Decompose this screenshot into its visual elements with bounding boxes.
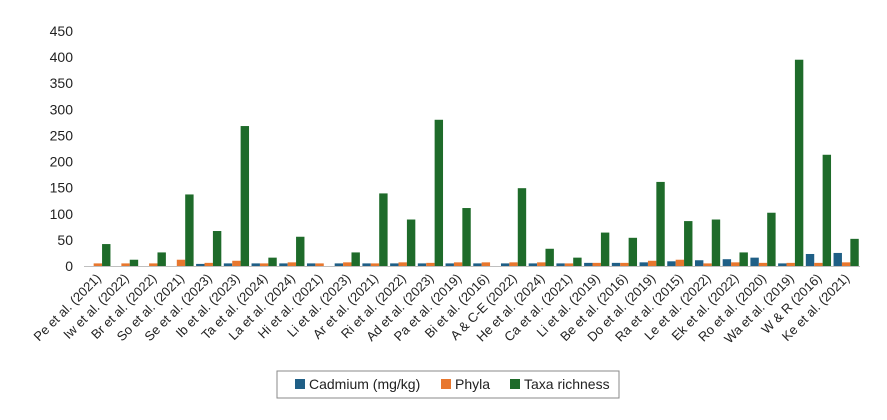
- legend-label-phyla: Phyla: [455, 376, 490, 392]
- bar-cadmium-mg-kg: [611, 262, 621, 266]
- bar-cadmium-mg-kg: [279, 263, 288, 266]
- legend-label-taxa-richness: Taxa richness: [524, 376, 610, 392]
- bar-phyla: [232, 260, 241, 266]
- bar-cadmium-mg-kg: [528, 263, 538, 266]
- bar-taxa-richness: [434, 119, 444, 267]
- bar-phyla: [93, 263, 103, 266]
- y-tick-label: 0: [65, 258, 73, 274]
- bar-cadmium-mg-kg: [639, 262, 648, 266]
- bar-cadmium-mg-kg: [251, 263, 260, 266]
- bar-phyla: [426, 262, 435, 266]
- bar-taxa-richness: [379, 193, 388, 266]
- bar-phyla: [675, 259, 685, 266]
- legend-swatch-taxa-richness: [510, 379, 520, 389]
- bar-phyla: [370, 263, 380, 266]
- bar-phyla: [121, 263, 130, 266]
- bar-phyla: [731, 262, 740, 266]
- bar-phyla: [620, 262, 629, 266]
- bar-cadmium-mg-kg: [805, 253, 815, 266]
- bar-taxa-richness: [711, 219, 721, 266]
- bar-phyla: [259, 263, 269, 266]
- y-tick-label: 100: [50, 206, 74, 222]
- bar-cadmium-mg-kg: [445, 263, 454, 266]
- bar-cadmium-mg-kg: [196, 263, 205, 266]
- bar-cadmium-mg-kg: [390, 263, 399, 266]
- bar-phyla: [509, 262, 518, 266]
- bar-taxa-richness: [240, 126, 250, 267]
- y-tick-label: 200: [50, 154, 74, 170]
- bar-phyla: [814, 262, 823, 266]
- bar-cadmium-mg-kg: [722, 259, 732, 266]
- bar-taxa-richness: [517, 188, 527, 266]
- bar-phyla: [453, 262, 463, 266]
- bar-taxa-richness: [157, 252, 166, 266]
- bar-taxa-richness: [739, 252, 748, 266]
- bar-taxa-richness: [600, 232, 610, 266]
- bar-phyla: [537, 262, 546, 266]
- bar-taxa-richness: [684, 221, 693, 266]
- bar-taxa-richness: [628, 237, 638, 266]
- bar-taxa-richness: [462, 208, 471, 266]
- bar-cadmium-mg-kg: [334, 263, 344, 266]
- bar-taxa-richness: [545, 248, 554, 266]
- y-axis: 0 50 100 150 200 250 300 350 400 450: [50, 23, 74, 274]
- legend-label-cadmium: Cadmium (mg/kg): [309, 376, 420, 392]
- bar-cadmium-mg-kg: [778, 263, 787, 266]
- bar-phyla: [758, 262, 768, 266]
- bar-phyla: [315, 263, 324, 266]
- bar-cadmium-mg-kg: [223, 263, 233, 266]
- bar-phyla: [204, 262, 213, 266]
- y-tick-label: 300: [50, 101, 74, 117]
- bar-taxa-richness: [794, 59, 804, 266]
- bar-taxa-richness: [351, 252, 360, 266]
- bar-cadmium-mg-kg: [417, 263, 427, 266]
- bar-phyla: [287, 262, 297, 266]
- bar-taxa-richness: [656, 181, 665, 266]
- bar-taxa-richness: [268, 257, 277, 266]
- bar-taxa-richness: [212, 231, 222, 266]
- x-axis: Pe et al. (2021)Iw et al. (2022)Br et al…: [31, 266, 860, 346]
- bar-cadmium-mg-kg: [500, 263, 510, 266]
- bar-phyla: [647, 260, 657, 266]
- y-tick-label: 450: [50, 23, 74, 39]
- y-tick-label: 250: [50, 127, 74, 143]
- legend: Cadmium (mg/kg) Phyla Taxa richness: [276, 370, 620, 399]
- bar-cadmium-mg-kg: [584, 262, 593, 266]
- y-tick-label: 400: [50, 49, 74, 65]
- bar-cadmium-mg-kg: [473, 263, 482, 266]
- y-tick-label: 350: [50, 75, 74, 91]
- bar-phyla: [481, 262, 491, 266]
- bar-taxa-richness: [822, 154, 832, 266]
- bar-cadmium-mg-kg: [362, 263, 371, 266]
- bar-taxa-richness: [296, 236, 305, 266]
- bar-phyla: [703, 263, 712, 266]
- bar-taxa-richness: [850, 238, 859, 266]
- legend-swatch-cadmium: [295, 379, 305, 389]
- bar-taxa-richness: [573, 257, 582, 266]
- bar-phyla: [786, 262, 795, 266]
- y-tick-label: 150: [50, 180, 74, 196]
- bar-phyla: [564, 263, 574, 266]
- y-tick-label: 50: [57, 232, 73, 248]
- bar-taxa-richness: [102, 244, 111, 266]
- bar-cadmium-mg-kg: [833, 252, 842, 266]
- bar-taxa-richness: [185, 194, 194, 266]
- bar-cadmium-mg-kg: [694, 260, 704, 266]
- bar-phyla: [592, 262, 601, 266]
- bar-taxa-richness: [129, 259, 139, 266]
- bar-cadmium-mg-kg: [667, 261, 676, 266]
- bar-cadmium-mg-kg: [306, 263, 316, 266]
- bar-cadmium-mg-kg: [556, 263, 565, 266]
- bar-taxa-richness: [406, 219, 416, 266]
- bar-phyla: [398, 262, 407, 266]
- bar-phyla: [176, 259, 186, 266]
- bar-phyla: [841, 262, 851, 266]
- bar-cadmium-mg-kg: [750, 257, 759, 266]
- bar-taxa-richness: [767, 212, 776, 266]
- bar-phyla: [343, 262, 352, 266]
- legend-swatch-phyla: [441, 379, 451, 389]
- bar-phyla: [149, 263, 158, 266]
- bars: [93, 59, 859, 267]
